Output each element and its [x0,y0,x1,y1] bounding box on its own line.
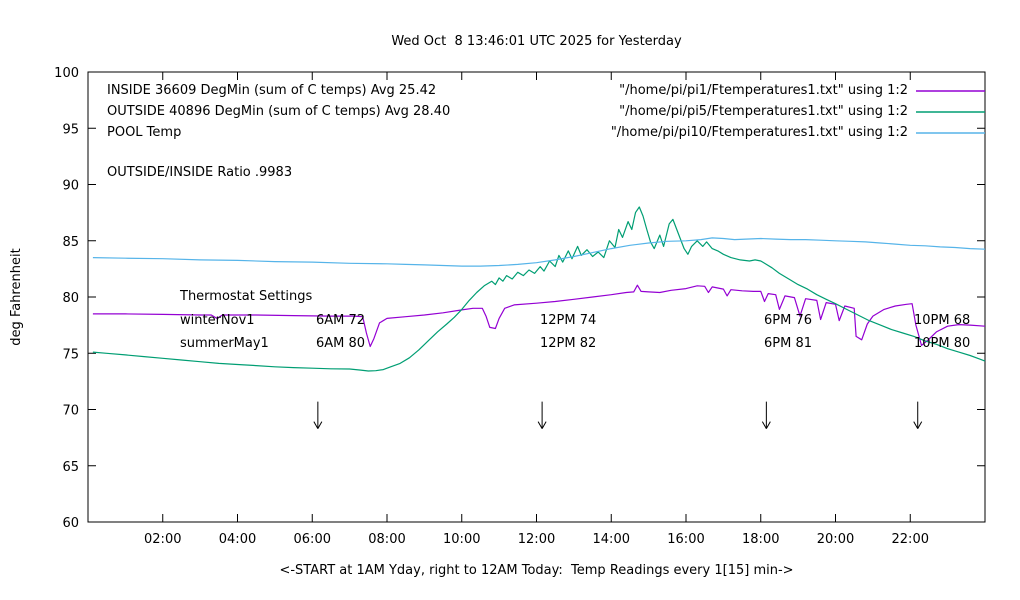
y-tick-label: 70 [62,404,79,419]
y-tick-label: 75 [62,347,79,362]
chart-title: Wed Oct 8 13:46:01 UTC 2025 for Yesterda… [391,34,682,49]
thermostat-arrowhead [317,421,323,429]
x-tick-label: 18:00 [742,532,779,547]
thermostat-arrowhead [313,421,319,429]
thermostat-winter-10pm: 10PM 68 [914,313,971,328]
x-tick-label: 02:00 [144,532,181,547]
y-tick-label: 85 [62,235,79,250]
series-outside-line [92,206,986,372]
thermostat-summer-10pm: 10PM 80 [914,336,971,351]
thermostat-arrowhead [761,421,767,429]
thermostat-settings-heading: Thermostat Settings [180,289,313,304]
x-tick-label: 12:00 [518,532,555,547]
y-axis-label: deg Fahrenheit [9,248,24,346]
y-tick-label: 95 [62,122,79,137]
legend-label-pool: POOL Temp [107,125,182,140]
x-tick-label: 08:00 [368,532,405,547]
series-pool-line [92,237,986,267]
legend-label-outside: OUTSIDE 40896 DegMin (sum of C temps) Av… [107,104,451,119]
thermostat-winter-6pm: 6PM 76 [764,313,813,328]
thermostat-arrowhead [537,421,543,429]
legend-label-inside: INSIDE 36609 DegMin (sum of C temps) Avg… [107,83,437,98]
y-tick-label: 60 [62,516,79,531]
thermostat-winter-6am: 6AM 72 [316,313,366,328]
legend-file-inside: "/home/pi/pi1/Ftemperatures1.txt" using … [619,83,908,98]
x-tick-label: 22:00 [892,532,929,547]
thermostat-arrowhead [541,421,547,429]
x-tick-label: 04:00 [219,532,256,547]
thermostat-arrowhead [917,421,923,429]
thermostat-winter-name: winterNov1 [180,313,255,328]
thermostat-winter-12pm: 12PM 74 [540,313,597,328]
thermostat-arrowhead [765,421,771,429]
thermostat-summer-6am: 6AM 80 [316,336,366,351]
thermostat-arrowhead [913,421,919,429]
series-inside-line [92,284,986,348]
x-tick-label: 16:00 [667,532,704,547]
y-tick-label: 80 [62,291,79,306]
x-axis-label: <-START at 1AM Yday, right to 12AM Today… [279,563,794,578]
y-tick-label: 65 [62,460,79,475]
x-tick-label: 20:00 [817,532,854,547]
y-tick-label: 90 [62,179,79,194]
y-tick-label: 100 [54,66,79,81]
thermostat-summer-12pm: 12PM 82 [540,336,597,351]
thermostat-summer-name: summerMay1 [180,336,269,351]
outside-inside-ratio: OUTSIDE/INSIDE Ratio .9983 [107,165,293,180]
legend-file-pool: "/home/pi/pi10/Ftemperatures1.txt" using… [610,125,908,140]
thermostat-summer-6pm: 6PM 81 [764,336,813,351]
legend-file-outside: "/home/pi/pi5/Ftemperatures1.txt" using … [619,104,908,119]
x-tick-label: 10:00 [443,532,480,547]
x-tick-label: 06:00 [294,532,331,547]
x-tick-label: 14:00 [593,532,630,547]
